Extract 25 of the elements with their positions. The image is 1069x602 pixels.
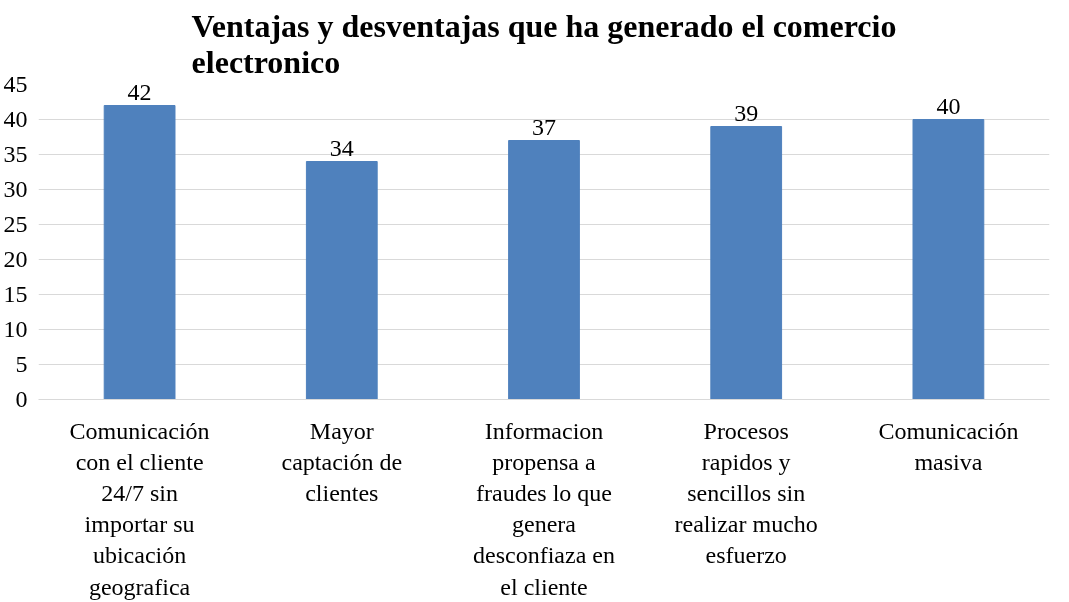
bar	[912, 119, 985, 400]
y-tick-label: 5	[15, 351, 28, 377]
y-tick-label: 30	[3, 176, 28, 202]
chart-title: Ventajas y desventajas que ha generado el comercio electronico	[191, 7, 897, 80]
y-tick-label: 25	[3, 211, 28, 237]
y-tick-label: 45	[3, 71, 28, 97]
y-tick-label: 10	[3, 316, 28, 342]
x-tick-label: Informacion propensa a fraudes lo que genera desconfiaza en el cliente	[473, 417, 615, 600]
y-tick-label: 0	[15, 386, 28, 412]
y-tick-label: 20	[3, 246, 28, 272]
x-tick-label: Comunicación con el cliente 24/7 sin importar su ubicación geografica	[69, 417, 210, 600]
x-tick-label: Mayor captación de clientes	[281, 417, 403, 506]
x-tick-label: Procesos rapidos y sencillos sin realizar mucho esfuerzo	[674, 417, 818, 569]
bar	[710, 126, 783, 400]
bar	[305, 161, 378, 400]
data-label: 39	[734, 99, 759, 126]
data-label: 34	[329, 134, 354, 161]
bar	[103, 105, 176, 400]
data-label: 37	[532, 113, 556, 140]
bar	[508, 140, 580, 400]
y-tick-label: 15	[3, 281, 28, 307]
x-tick-label: Comunicación masiva	[878, 417, 1019, 475]
y-tick-label: 35	[3, 141, 28, 167]
data-label: 40	[936, 92, 961, 119]
y-tick-label: 40	[3, 106, 28, 132]
